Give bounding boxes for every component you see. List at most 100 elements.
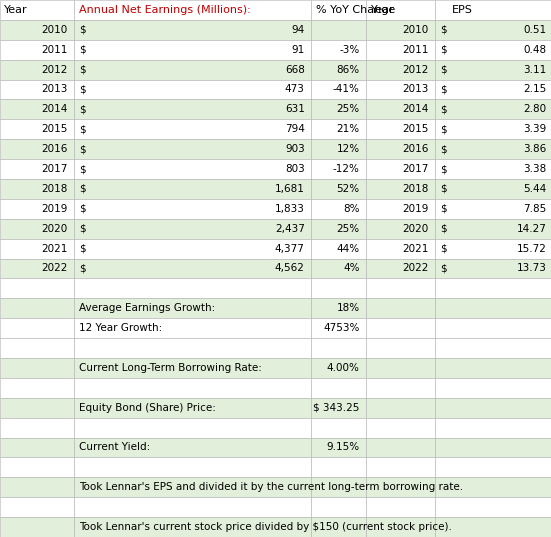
Text: 21%: 21% — [337, 124, 360, 134]
Bar — [435, 458, 551, 477]
Text: 2019: 2019 — [402, 204, 429, 214]
Text: 2.80: 2.80 — [523, 104, 547, 114]
Bar — [311, 318, 366, 338]
Text: 9.15%: 9.15% — [327, 442, 360, 453]
Bar — [366, 517, 435, 537]
Bar — [0, 119, 74, 139]
Bar — [0, 358, 74, 378]
Text: 3.39: 3.39 — [523, 124, 547, 134]
Text: Current Long-Term Borrowing Rate:: Current Long-Term Borrowing Rate: — [79, 363, 262, 373]
Bar — [311, 179, 366, 199]
Text: 18%: 18% — [337, 303, 360, 313]
Bar — [0, 378, 74, 398]
Text: $: $ — [440, 64, 446, 75]
Bar — [311, 398, 366, 418]
Text: Equity Bond (Share) Price:: Equity Bond (Share) Price: — [79, 403, 215, 413]
Text: $: $ — [440, 244, 446, 253]
Text: 668: 668 — [285, 64, 305, 75]
Bar — [366, 358, 435, 378]
Text: % YoY Change: % YoY Change — [316, 5, 395, 15]
Text: 903: 903 — [285, 144, 305, 154]
Text: 2010: 2010 — [41, 25, 68, 35]
Text: 2020: 2020 — [41, 224, 68, 234]
Bar — [0, 40, 74, 60]
Text: 0.48: 0.48 — [523, 45, 547, 55]
Text: -3%: -3% — [339, 45, 360, 55]
Bar — [311, 199, 366, 219]
Bar — [0, 179, 74, 199]
Bar — [366, 60, 435, 79]
Bar — [311, 418, 366, 438]
Bar — [435, 60, 551, 79]
Bar — [435, 318, 551, 338]
Bar — [311, 99, 366, 119]
Text: $: $ — [440, 84, 446, 95]
Text: Average Earnings Growth:: Average Earnings Growth: — [79, 303, 215, 313]
Bar — [74, 458, 311, 477]
Text: 1,681: 1,681 — [275, 184, 305, 194]
Text: $: $ — [79, 84, 85, 95]
Text: 2014: 2014 — [402, 104, 429, 114]
Bar — [366, 79, 435, 99]
Bar — [366, 0, 435, 20]
Bar — [366, 139, 435, 159]
Text: $: $ — [79, 264, 85, 273]
Text: $: $ — [79, 64, 85, 75]
Bar — [435, 299, 551, 318]
Text: 631: 631 — [285, 104, 305, 114]
Bar — [311, 279, 366, 299]
Text: 7.85: 7.85 — [523, 204, 547, 214]
Text: 2018: 2018 — [41, 184, 68, 194]
Text: $: $ — [440, 144, 446, 154]
Bar — [311, 477, 366, 497]
Bar — [311, 458, 366, 477]
Bar — [74, 517, 311, 537]
Text: $: $ — [440, 124, 446, 134]
Text: 15.72: 15.72 — [517, 244, 547, 253]
Text: $: $ — [440, 164, 446, 174]
Text: 5.44: 5.44 — [523, 184, 547, 194]
Text: 52%: 52% — [337, 184, 360, 194]
Text: $: $ — [79, 144, 85, 154]
Text: Took Lennar's EPS and divided it by the current long-term borrowing rate.: Took Lennar's EPS and divided it by the … — [79, 482, 463, 492]
Bar — [0, 99, 74, 119]
Bar — [74, 258, 311, 279]
Bar — [435, 258, 551, 279]
Text: $: $ — [440, 184, 446, 194]
Bar — [0, 318, 74, 338]
Bar — [435, 279, 551, 299]
Bar — [366, 477, 435, 497]
Bar — [366, 258, 435, 279]
Bar — [311, 40, 366, 60]
Text: EPS: EPS — [452, 5, 473, 15]
Bar — [0, 299, 74, 318]
Bar — [366, 238, 435, 258]
Text: 2019: 2019 — [41, 204, 68, 214]
Bar — [366, 398, 435, 418]
Text: $: $ — [79, 104, 85, 114]
Bar — [0, 279, 74, 299]
Text: $ 343.25: $ 343.25 — [314, 403, 360, 413]
Bar — [366, 219, 435, 238]
Bar — [311, 60, 366, 79]
Bar — [435, 79, 551, 99]
Text: $: $ — [440, 224, 446, 234]
Text: 2020: 2020 — [402, 224, 429, 234]
Text: 4,377: 4,377 — [275, 244, 305, 253]
Text: 2.15: 2.15 — [523, 84, 547, 95]
Text: 473: 473 — [285, 84, 305, 95]
Bar — [366, 40, 435, 60]
Bar — [435, 0, 551, 20]
Text: 2017: 2017 — [402, 164, 429, 174]
Bar — [74, 438, 311, 458]
Bar — [74, 79, 311, 99]
Text: 2014: 2014 — [41, 104, 68, 114]
Text: $: $ — [440, 45, 446, 55]
Bar — [74, 179, 311, 199]
Bar — [366, 497, 435, 517]
Text: 13.73: 13.73 — [517, 264, 547, 273]
Text: $: $ — [79, 224, 85, 234]
Text: $: $ — [440, 204, 446, 214]
Bar — [74, 40, 311, 60]
Text: 12 Year Growth:: 12 Year Growth: — [79, 323, 162, 333]
